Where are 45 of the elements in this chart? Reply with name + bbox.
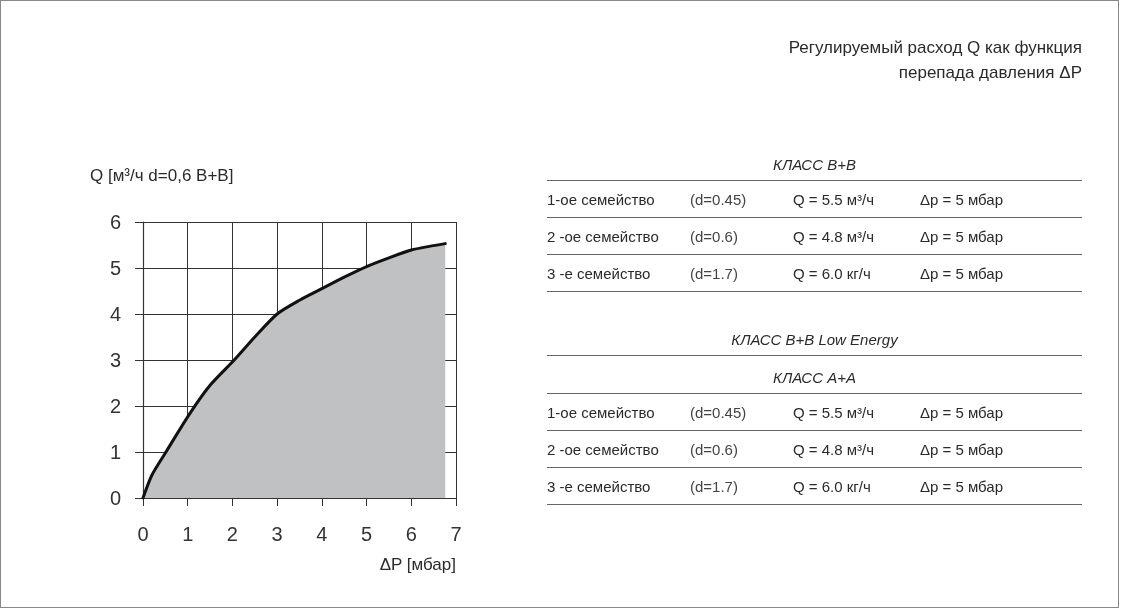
text: Q = 4.8 м³/ч bbox=[793, 440, 876, 458]
x-tick-label: 2 bbox=[226, 523, 238, 545]
x-axis-title: ΔP [мбар] bbox=[379, 555, 456, 574]
y-axis-title: Q [м³/ч d=0,6 B+B] bbox=[90, 166, 234, 185]
text: Регулируемый расход Q как функция перепада давления ΔP bbox=[787, 37, 1082, 84]
x-tick-label: 5 bbox=[361, 523, 373, 545]
y-tick-label: 1 bbox=[109, 441, 121, 463]
text: Δp = 5 мбар bbox=[920, 477, 1005, 495]
text: 3 -е семейство bbox=[547, 264, 652, 282]
text: КЛАСС A+A bbox=[547, 356, 1082, 394]
text: Q = 6.0 кг/ч bbox=[793, 477, 872, 495]
text: 1-ое семейство bbox=[547, 190, 656, 208]
text: (d=0.6) bbox=[690, 440, 739, 458]
x-tick-label: 0 bbox=[137, 523, 149, 545]
text: КЛАСС B+B bbox=[547, 155, 1082, 181]
x-tick-label: 4 bbox=[316, 523, 328, 545]
y-tick-label: 4 bbox=[109, 303, 121, 325]
y-tick-label: 2 bbox=[109, 395, 121, 417]
text: 3 -е семейство bbox=[547, 477, 652, 495]
text: 1-ое семейство bbox=[547, 403, 656, 421]
text: (d=0.45) bbox=[690, 403, 748, 421]
text: Q = 4.8 м³/ч bbox=[793, 227, 876, 245]
text: (d=0.45) bbox=[690, 190, 748, 208]
text: Δp = 5 мбар bbox=[920, 403, 1005, 421]
text: 2 -ое семейство bbox=[547, 440, 660, 458]
text: Δp = 5 мбар bbox=[920, 264, 1005, 282]
text: (d=0.6) bbox=[690, 227, 739, 245]
y-tick-label: 6 bbox=[109, 211, 121, 233]
text: 2 -ое семейство bbox=[547, 227, 660, 245]
text: Q = 5.5 м³/ч bbox=[793, 190, 876, 208]
text: Q = 6.0 кг/ч bbox=[793, 264, 872, 282]
text: (d=1.7) bbox=[690, 477, 739, 495]
text: Q = 5.5 м³/ч bbox=[793, 403, 876, 421]
y-tick-label: 3 bbox=[109, 349, 121, 371]
text: (d=1.7) bbox=[690, 264, 739, 282]
text: Δp = 5 мбар bbox=[920, 440, 1005, 458]
y-tick-label: 5 bbox=[109, 257, 121, 279]
text: КЛАСС B+B Low Energy bbox=[547, 330, 1082, 356]
x-tick-label: 6 bbox=[405, 523, 417, 545]
x-tick-label: 3 bbox=[271, 523, 283, 545]
text: Δp = 5 мбар bbox=[920, 227, 1005, 245]
x-tick-label: 7 bbox=[450, 523, 462, 545]
x-tick-label: 1 bbox=[182, 523, 194, 545]
y-tick-label: 0 bbox=[109, 487, 121, 509]
text: Δp = 5 мбар bbox=[920, 190, 1005, 208]
